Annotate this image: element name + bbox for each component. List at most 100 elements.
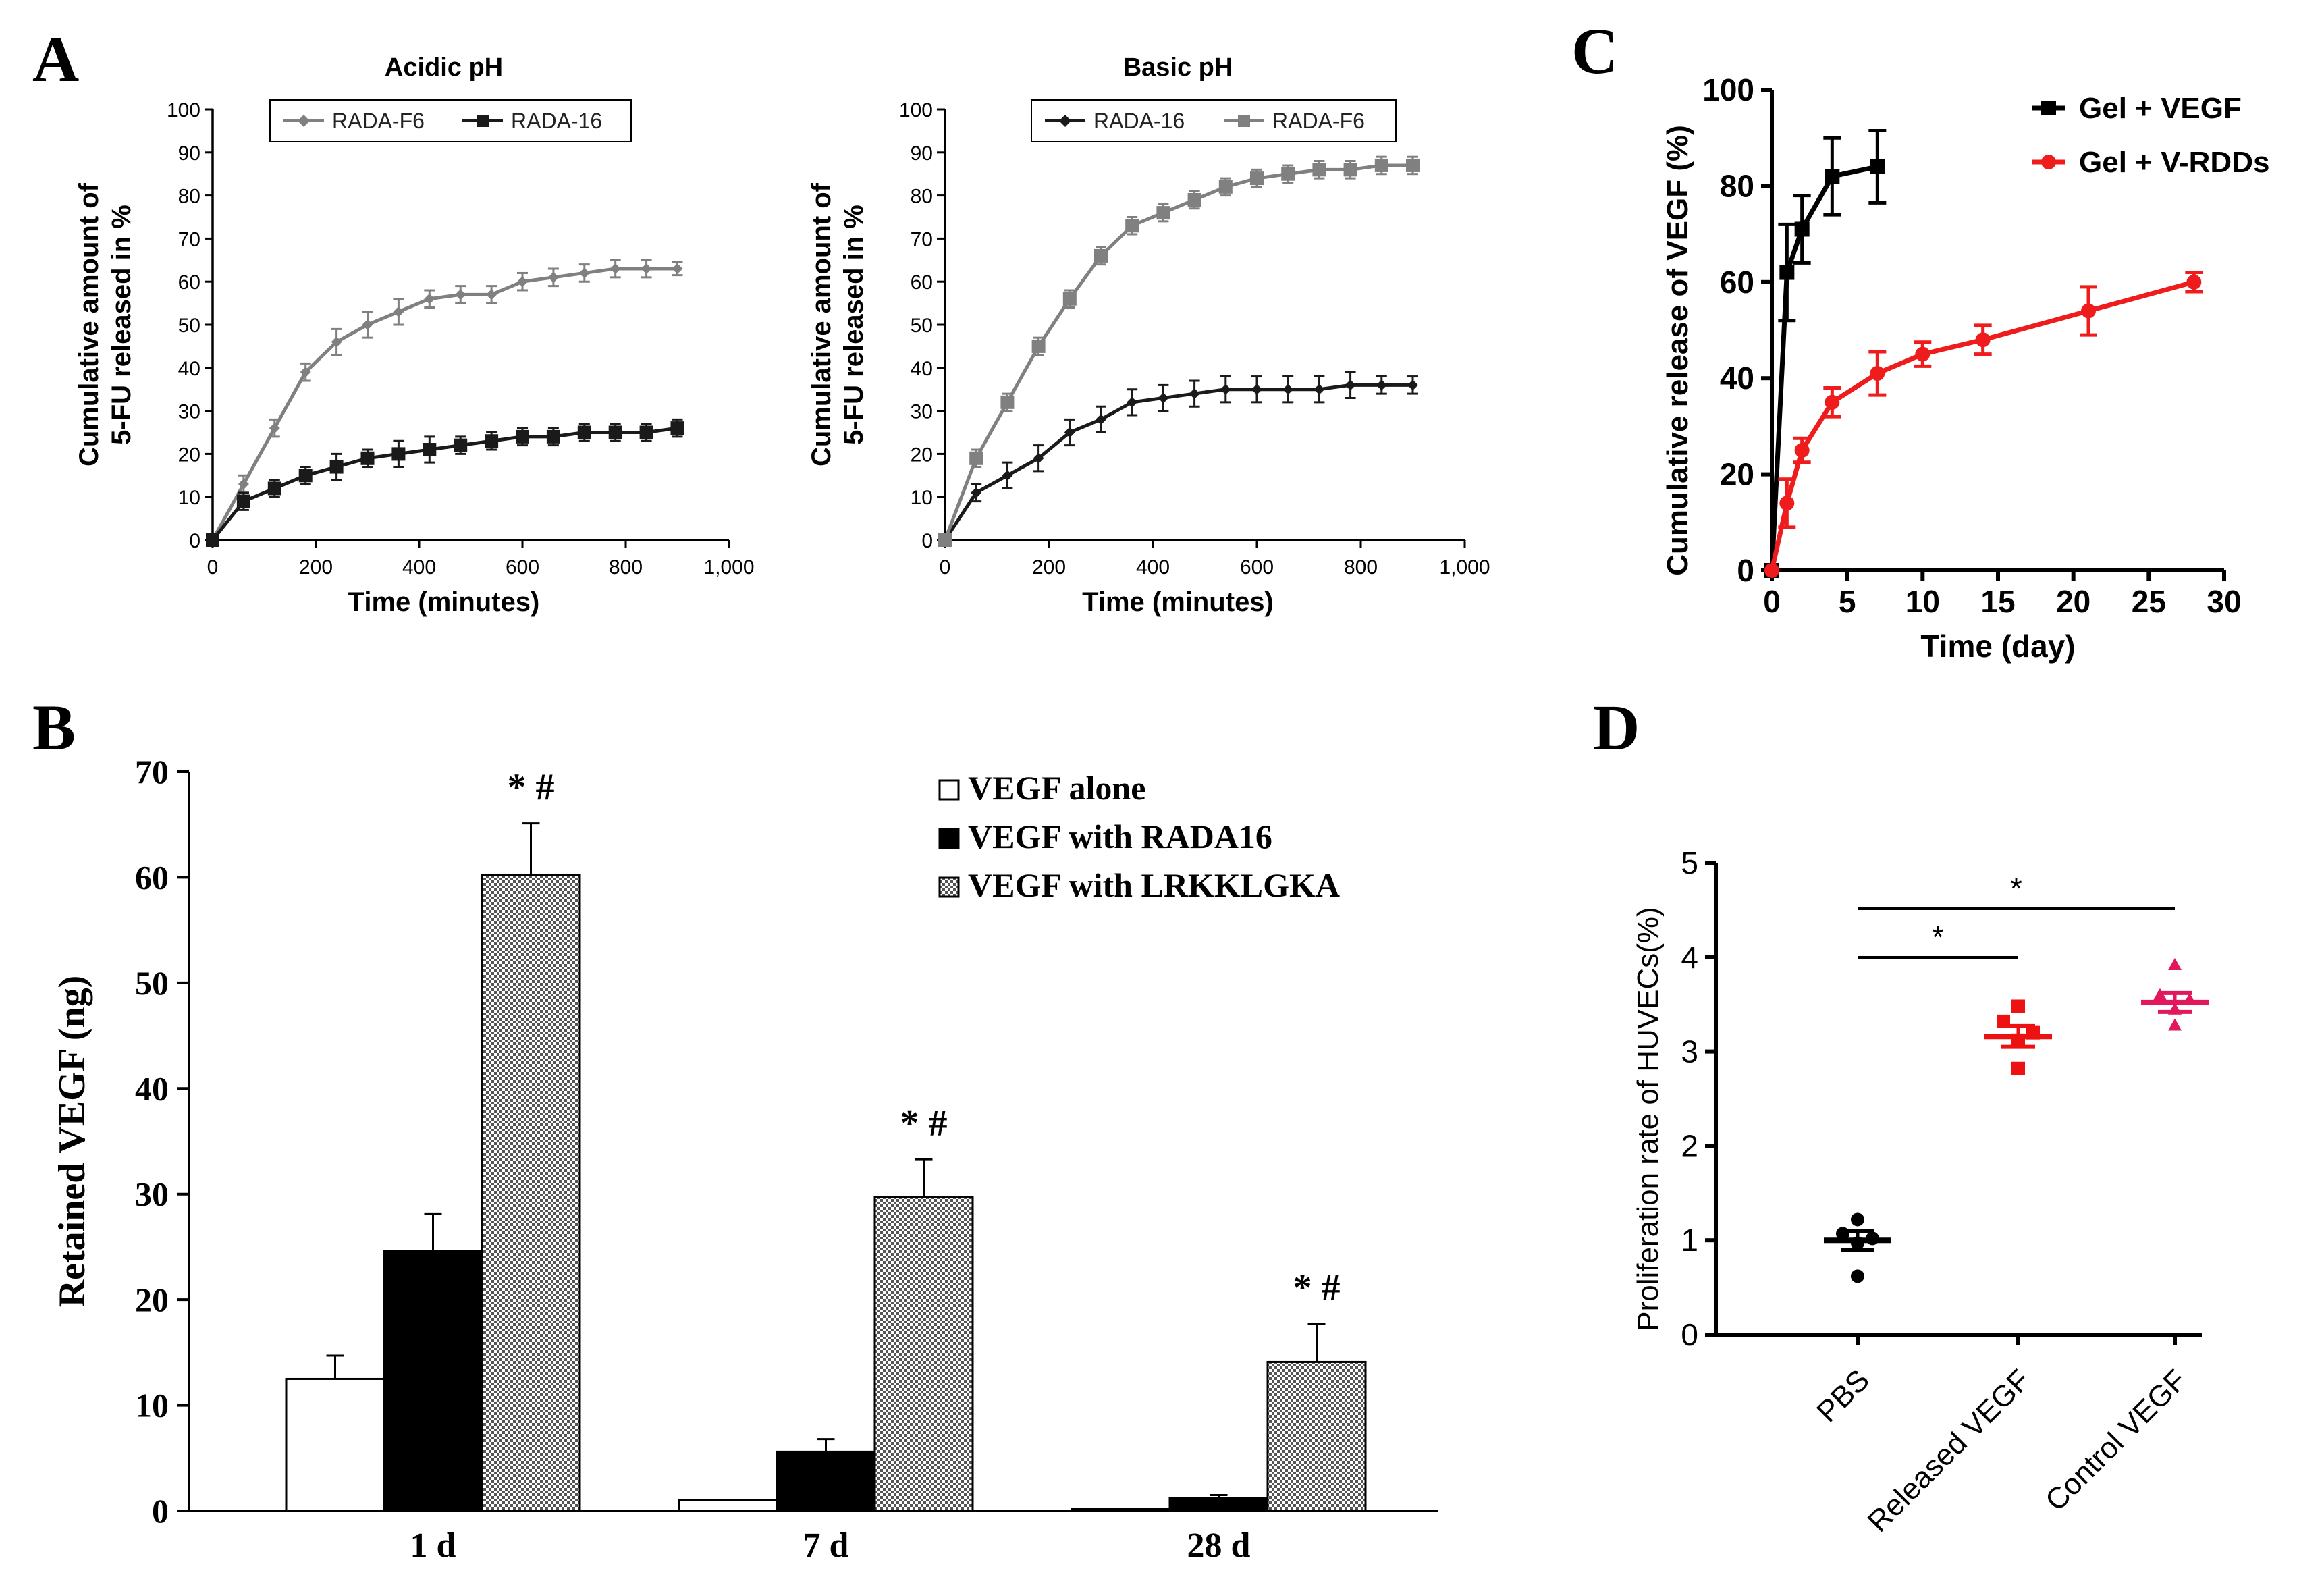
legend-label: Gel + V-RDDs <box>2079 146 2269 179</box>
y-axis-label-line2: 5-FU released in % <box>107 205 136 445</box>
data-point <box>2186 274 2202 290</box>
y-tick-label: 80 <box>911 186 933 208</box>
data-point <box>1033 452 1044 464</box>
data-point <box>2011 1061 2025 1075</box>
y-tick-label: 3 <box>1681 1034 1698 1069</box>
data-point <box>486 289 497 300</box>
data-point <box>2168 1018 2182 1031</box>
bar <box>481 874 581 1512</box>
x-category-label: PBS <box>1810 1363 1876 1429</box>
data-point <box>1156 206 1170 220</box>
series-line <box>211 426 678 541</box>
legend-marker <box>1059 115 1071 127</box>
data-point <box>1282 383 1294 395</box>
data-point <box>455 289 466 300</box>
data-point <box>1975 332 1991 348</box>
x-category-label: Control VEGF <box>2039 1363 2193 1517</box>
x-category-label: 28 d <box>1187 1526 1251 1565</box>
data-point <box>269 423 280 434</box>
data-point <box>2011 999 2025 1013</box>
data-point <box>1915 346 1930 362</box>
y-tick-label: 40 <box>135 1069 169 1107</box>
data-point <box>1779 496 1795 511</box>
y-tick-label: 80 <box>1720 168 1754 203</box>
data-point <box>236 494 250 508</box>
data-point <box>2168 957 2182 970</box>
data-point <box>670 421 684 435</box>
y-tick-label: 0 <box>1681 1317 1698 1352</box>
y-tick-label: 90 <box>178 142 200 165</box>
y-tick-label: 10 <box>135 1387 169 1424</box>
bar <box>285 1377 385 1512</box>
data-point <box>608 425 622 439</box>
y-tick-label: 70 <box>911 228 933 250</box>
x-tick-label: 5 <box>1839 584 1856 619</box>
data-point <box>1851 1212 1864 1227</box>
bar <box>678 1499 778 1512</box>
data-point <box>1096 414 1106 425</box>
y-tick-label: 5 <box>1681 845 1698 880</box>
legend-label: RADA-F6 <box>1272 109 1365 133</box>
data-point <box>639 425 653 439</box>
y-tick-label: 50 <box>135 964 169 1002</box>
x-category-label: Released VEGF <box>1862 1363 2036 1538</box>
panel-label-b: B <box>32 691 76 764</box>
data-point <box>2081 303 2096 319</box>
data-point <box>1251 383 1262 395</box>
data-point <box>1189 388 1200 400</box>
y-tick-label: 30 <box>135 1175 169 1213</box>
y-tick-label: 4 <box>1681 940 1698 975</box>
x-tick-label: 600 <box>1240 556 1274 579</box>
data-point <box>546 429 560 444</box>
data-point <box>1250 171 1264 186</box>
legend-swatch <box>938 876 960 898</box>
x-tick-label: 400 <box>1136 556 1170 579</box>
legend-label: RADA-16 <box>1093 109 1185 133</box>
data-point <box>1002 470 1013 481</box>
x-category-label: 1 d <box>410 1526 456 1565</box>
y-tick-label: 40 <box>1720 361 1754 396</box>
y-tick-label: 60 <box>1720 265 1754 300</box>
y-tick-label: 20 <box>911 444 933 466</box>
data-point <box>1064 427 1075 438</box>
data-point <box>1031 339 1046 353</box>
x-tick-label: 10 <box>1906 584 1940 619</box>
x-category-label: 7 d <box>803 1526 849 1565</box>
bar <box>1168 1497 1269 1512</box>
x-tick-label: 15 <box>1980 584 2015 619</box>
legend-label: VEGF with LRKKLGKA <box>968 866 1340 904</box>
legend-label: VEGF with RADA16 <box>968 818 1272 855</box>
data-point <box>424 293 435 304</box>
y-tick-label: 2 <box>1681 1128 1698 1163</box>
data-point <box>938 533 952 547</box>
x-axis-label: Time (day) <box>1920 629 2075 664</box>
data-point <box>298 469 313 483</box>
legend-marker <box>298 115 310 127</box>
y-tick-label: 1 <box>1681 1223 1698 1258</box>
data-point <box>1407 379 1418 391</box>
data-point <box>1345 379 1356 391</box>
data-point <box>516 429 529 444</box>
y-tick-label: 50 <box>178 315 200 337</box>
y-axis-label: Retained VEGF (ng) <box>51 976 93 1308</box>
chart-title: Basic pH <box>1123 53 1233 82</box>
data-point <box>206 533 219 547</box>
y-axis-label: Proliferation rate of HUVECs(%) <box>1631 907 1665 1331</box>
y-tick-label: 60 <box>178 271 200 294</box>
data-point <box>362 319 373 330</box>
y-tick-label: 100 <box>167 99 200 122</box>
data-point <box>1779 265 1795 280</box>
y-axis-label-line1: Cumulative amount of <box>807 182 836 466</box>
bar <box>1071 1508 1171 1512</box>
x-tick-label: 600 <box>506 556 539 579</box>
data-point <box>1127 396 1138 408</box>
y-axis-label-line1: Cumulative amount of <box>74 182 104 466</box>
y-tick-label: 30 <box>911 401 933 423</box>
data-point <box>454 438 468 452</box>
chart-title: Acidic pH <box>385 53 503 82</box>
x-tick-label: 200 <box>1032 556 1066 579</box>
data-point <box>238 479 249 490</box>
chart-b-retained-vegf: 0 10 20 30 40 50 60 70 Retained VEGF (ng) * # 1 d *… <box>51 753 1438 1565</box>
y-tick-label: 70 <box>178 228 200 250</box>
chart-d-proliferation: 0 1 2 3 4 5 Proliferation rate of HUVECs(%) PBS… <box>1631 845 2209 1539</box>
